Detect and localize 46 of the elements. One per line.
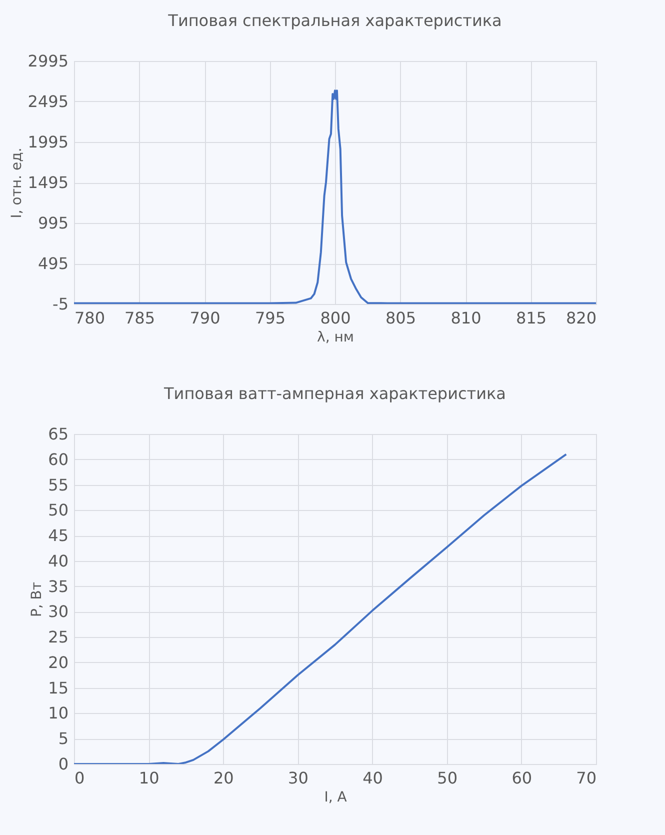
y-tick-label: 30 xyxy=(48,602,68,622)
y-tick-label: 65 xyxy=(48,424,68,444)
y-tick-label: 495 xyxy=(38,254,68,273)
x-tick-label: 10 xyxy=(138,768,160,788)
x-tick-label: 795 xyxy=(254,308,286,328)
y-tick-label: 40 xyxy=(48,551,68,570)
x-tick-label: 30 xyxy=(288,768,308,788)
y-tick-label: 25 xyxy=(48,628,68,647)
line-series xyxy=(74,453,568,764)
x-tick-label: 785 xyxy=(124,308,156,328)
x-tick-label: 780 xyxy=(74,308,106,328)
x-axis-title: λ, нм xyxy=(317,330,354,346)
chart-title: Типовая спектральная характеристика xyxy=(167,11,502,30)
x-tick-label: 815 xyxy=(516,308,547,328)
x-tick-label: 800 xyxy=(320,308,351,328)
line-series xyxy=(74,90,596,304)
y-axis-title: I, отн. ед. xyxy=(8,148,25,218)
x-tick-label: 70 xyxy=(576,768,596,788)
chart-title: Типовая ватт-амперная характеристика xyxy=(163,384,506,403)
y-tick-label: 0 xyxy=(58,754,68,774)
y-tick-label: 1995 xyxy=(28,132,68,152)
y-tick-label: 5 xyxy=(58,729,68,748)
y-tick-label: 1495 xyxy=(28,173,68,192)
x-tick-label: 40 xyxy=(362,768,383,788)
y-tick-label: 60 xyxy=(48,450,68,469)
y-axis-title: P, Вт xyxy=(29,582,46,618)
x-tick-label: 805 xyxy=(385,308,416,328)
x-tick-label: 810 xyxy=(450,308,482,328)
y-tick-label: 2495 xyxy=(28,92,68,111)
y-tick-label: 15 xyxy=(48,678,68,698)
y-tick-label: 50 xyxy=(48,500,68,520)
y-tick-label: -5 xyxy=(52,294,68,314)
y-tick-label: 10 xyxy=(48,704,68,723)
y-tick-label: 995 xyxy=(38,214,68,232)
x-tick-label: 20 xyxy=(213,768,234,788)
x-tick-label: 790 xyxy=(190,308,220,328)
x-tick-label: 0 xyxy=(74,768,85,788)
y-tick-label: 35 xyxy=(48,576,68,596)
y-tick-label: 45 xyxy=(48,526,68,546)
y-tick-label: 55 xyxy=(48,475,68,494)
y-tick-label: 20 xyxy=(48,652,68,672)
x-tick-label: 60 xyxy=(512,768,532,788)
y-tick-label: 2995 xyxy=(28,52,68,70)
x-tick-label: 820 xyxy=(566,308,596,328)
x-tick-label: 50 xyxy=(437,768,458,788)
x-axis-title: I, A xyxy=(324,790,348,806)
